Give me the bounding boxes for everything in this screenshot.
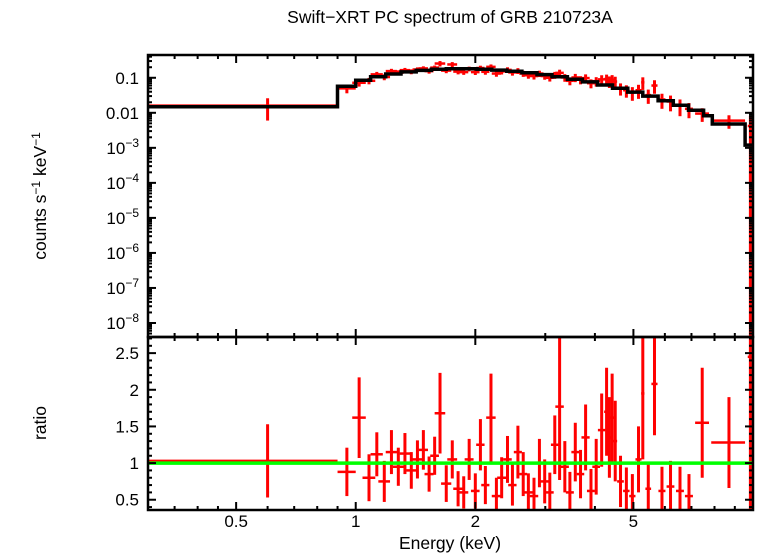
ratio-point — [565, 471, 574, 510]
ratio-panel — [146, 335, 755, 512]
ratio-point — [412, 440, 423, 479]
ratio-y-tick-label: 2.5 — [115, 344, 139, 363]
x-tick-label: 1 — [351, 512, 360, 531]
ratio-point — [430, 436, 439, 475]
ratio-point — [491, 477, 501, 510]
ratio-point — [441, 465, 452, 502]
axis-ticks — [148, 55, 753, 510]
ratio-y-tick-label: 1 — [130, 454, 139, 473]
spectrum-y-tick-label: 0.01 — [106, 104, 139, 123]
ratio-data-series — [148, 337, 753, 510]
x-tick-label: 5 — [629, 512, 638, 531]
spectrum-y-tick-label: 10−7 — [106, 276, 139, 298]
ratio-point — [540, 459, 549, 504]
ratio-point — [684, 474, 693, 510]
spectrum-y-tick-label: 0.1 — [115, 69, 139, 88]
ratio-point — [645, 463, 652, 510]
spectrum-y-tick-label: 10−6 — [106, 241, 139, 263]
spectrum-y-tick-label: 10−5 — [106, 206, 139, 228]
ratio-point — [560, 441, 569, 493]
ratio-point — [571, 422, 580, 482]
ratio-point — [399, 433, 411, 475]
ratio-point — [641, 337, 645, 460]
ratio-point — [529, 477, 539, 510]
data-point — [459, 69, 469, 75]
chart-title: Swift−XRT PC spectrum of GRB 210723A — [287, 7, 613, 27]
ratio-point — [148, 424, 338, 498]
ratio-point — [519, 452, 528, 497]
ratio-point — [503, 435, 512, 483]
data-point — [447, 62, 458, 68]
ratio-point — [666, 460, 675, 510]
ratio-point — [610, 373, 615, 462]
ratio-point — [508, 464, 517, 506]
ratio-point — [513, 425, 522, 479]
ratio-point — [658, 466, 666, 510]
ratio-point — [378, 460, 391, 502]
data-point — [711, 115, 746, 129]
ratio-point — [613, 400, 618, 482]
ratio-point — [447, 440, 458, 479]
ratio-point — [581, 404, 590, 471]
ratio-y-tick-label: 0.5 — [115, 491, 139, 510]
ratio-point — [434, 372, 446, 454]
spectrum-y-tick-label: 10−8 — [106, 311, 139, 333]
ratio-point — [464, 438, 474, 480]
ratio-point — [555, 337, 564, 480]
model-line-group — [148, 67, 753, 147]
ratio-point — [370, 432, 383, 477]
spectrum-y-tick-label: 10−3 — [106, 136, 139, 158]
ratio-point — [676, 466, 684, 510]
axis-tick-labels: 0.5 1 2 5 0.1 0.01 10−3 10−4 10−5 10−6 10−7 10−8 0.5… — [106, 69, 638, 531]
y-axis-title-ratio: ratio — [30, 406, 50, 440]
ratio-point — [629, 474, 636, 510]
ratio-point — [486, 373, 496, 462]
model-step-line — [148, 67, 753, 147]
ratio-y-tick-label: 2 — [130, 381, 139, 400]
ratio-point — [545, 472, 554, 510]
ratio-point — [406, 452, 417, 489]
ratio-point — [481, 466, 490, 505]
ratio-point — [597, 393, 606, 467]
ratio-point — [586, 468, 595, 510]
ratio-point — [352, 377, 366, 458]
data-point — [491, 70, 501, 77]
data-point — [641, 77, 645, 90]
ratio-point — [385, 430, 397, 475]
ratio-point — [695, 367, 710, 478]
ratio-point — [459, 476, 469, 509]
x-tick-label: 0.5 — [224, 512, 248, 531]
ratio-point — [623, 467, 630, 510]
data-point — [434, 61, 446, 67]
data-point — [651, 80, 658, 94]
y-axis-title-counts: counts s−1 keV−1 — [29, 132, 50, 260]
ratio-point — [651, 337, 658, 436]
x-tick-label: 2 — [471, 512, 480, 531]
ratio-point — [592, 438, 601, 495]
spectrum-y-tick-label: 10−4 — [106, 171, 139, 193]
ratio-point — [337, 447, 356, 497]
ratio-point — [453, 471, 463, 507]
ratio-point — [711, 397, 746, 489]
ratio-point — [576, 449, 585, 499]
ratio-y-tick-label: 1.5 — [115, 417, 139, 436]
ratio-point — [635, 426, 642, 493]
ratio-point — [392, 447, 404, 486]
ratio-point — [523, 473, 533, 510]
x-axis-title: Energy (keV) — [399, 533, 501, 553]
